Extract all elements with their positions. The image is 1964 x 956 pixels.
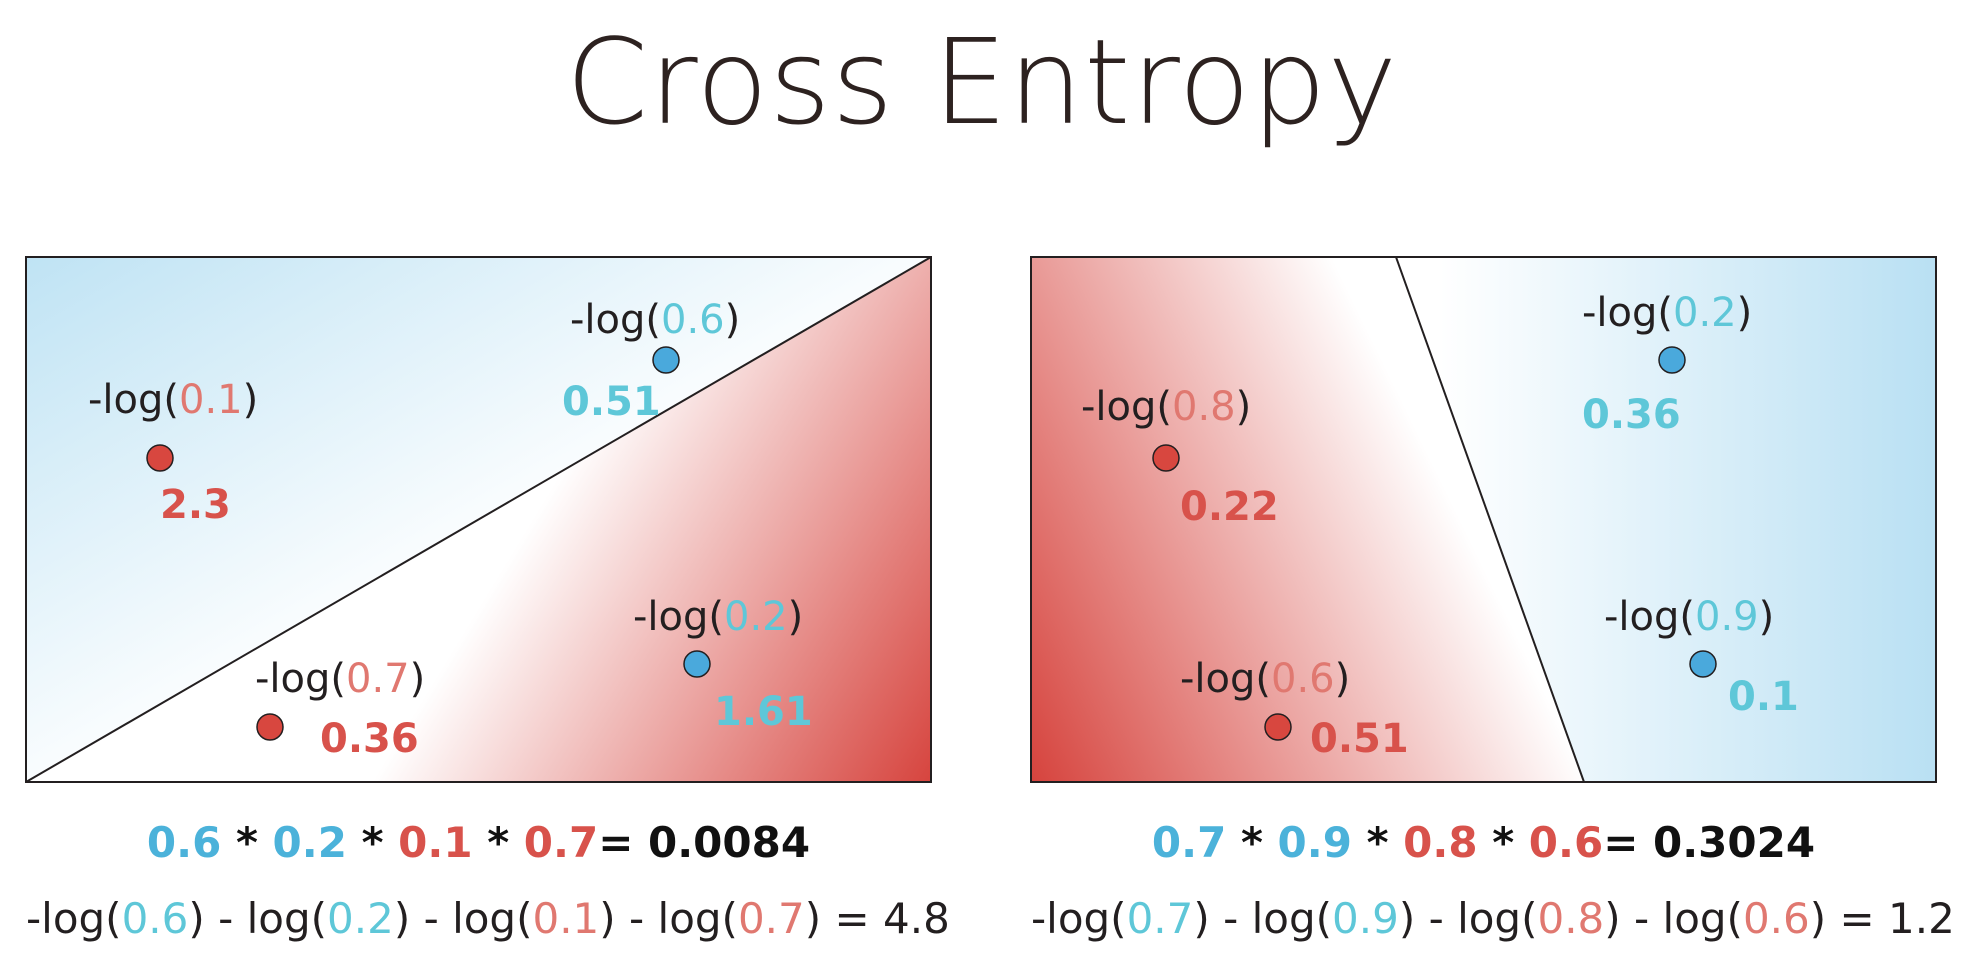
right-point-1-value: 0.22	[1180, 484, 1279, 530]
left-product-op-1: *	[235, 818, 258, 867]
right-red-point-2	[1264, 713, 1292, 741]
right-point-1-log-label: -log(0.8)	[1081, 384, 1251, 430]
right-product-factor-4: 0.6	[1528, 818, 1604, 867]
right-log-sum-result: = 1.2	[1839, 894, 1955, 943]
left-point-3-log-label: -log(0.7)	[255, 656, 425, 702]
left-point-1-log-label: -log(0.1)	[88, 377, 258, 423]
right-point-2-log-label: -log(0.2)	[1582, 290, 1752, 336]
left-point-4-log-label: -log(0.2)	[633, 594, 803, 640]
left-point-2-log-label: -log(0.6)	[570, 297, 740, 343]
right-log-term-3: 0.8	[1537, 894, 1605, 943]
left-decision-boundary	[25, 256, 932, 783]
right-blue-point-1	[1658, 346, 1686, 374]
left-panel-frame	[25, 256, 932, 783]
left-point-3-value: 0.36	[320, 716, 419, 762]
page-title: Cross Entropy	[565, 13, 1399, 151]
right-log-term-2: 0.9	[1332, 894, 1399, 943]
right-product-formula: 0.7 * 0.9 * 0.8 * 0.6= 0.3024	[1031, 818, 1936, 868]
right-product-factor-1: 0.7	[1151, 818, 1227, 867]
right-point-4-value: 0.1	[1728, 674, 1799, 720]
left-log-term-4: 0.7	[737, 894, 805, 943]
left-point-4-value: 1.61	[714, 689, 813, 735]
right-product-op-2: *	[1366, 818, 1389, 867]
right-log-sum-formula: -log(0.7) - log(0.9) - log(0.8) - log(0.…	[1031, 894, 1955, 943]
left-product-op-3: *	[487, 818, 510, 867]
left-panel: -log(0.1) 2.3 -log(0.6) 0.51 -log(0.7) 0…	[25, 256, 932, 783]
right-blue-point-2	[1689, 650, 1717, 678]
right-panel-frame	[1030, 256, 1937, 783]
left-product-factor-2: 0.2	[272, 818, 347, 867]
left-log-term-3: 0.1	[532, 894, 600, 943]
left-product-formula: 0.6 * 0.2 * 0.1 * 0.7= 0.0084	[26, 818, 931, 868]
right-blue-region	[1396, 257, 1936, 782]
left-point-2-value: 0.51	[562, 379, 661, 425]
left-product-factor-4: 0.7	[523, 818, 599, 867]
right-point-3-log-label: -log(0.6)	[1180, 656, 1350, 702]
left-red-point-1	[146, 444, 174, 472]
right-red-point-1	[1152, 444, 1180, 472]
right-product-op-3: *	[1492, 818, 1515, 867]
right-product-result: = 0.3024	[1603, 818, 1816, 867]
left-blue-point-2	[683, 650, 711, 678]
right-log-term-1: 0.7	[1126, 894, 1194, 943]
left-red-point-2	[256, 713, 284, 741]
right-log-term-4: 0.6	[1742, 894, 1810, 943]
left-log-term-2: 0.2	[327, 894, 394, 943]
left-log-term-1: 0.6	[121, 894, 189, 943]
right-point-4-log-label: -log(0.9)	[1604, 594, 1774, 640]
left-product-factor-3: 0.1	[398, 818, 473, 867]
left-log-sum-formula: -log(0.6) - log(0.2) - log(0.1) - log(0.…	[26, 894, 950, 943]
right-product-op-1: *	[1240, 818, 1263, 867]
left-product-factor-1: 0.6	[146, 818, 222, 867]
right-red-region	[1031, 257, 1584, 782]
right-point-2-value: 0.36	[1582, 392, 1681, 438]
left-point-1-value: 2.3	[160, 482, 231, 528]
right-panel: -log(0.8) 0.22 -log(0.2) 0.36 -log(0.6) …	[1030, 256, 1937, 783]
right-product-factor-2: 0.9	[1277, 818, 1352, 867]
left-product-result: = 0.0084	[598, 818, 811, 867]
right-point-3-value: 0.51	[1310, 716, 1409, 762]
right-product-factor-3: 0.8	[1403, 818, 1478, 867]
left-blue-point-1	[652, 346, 680, 374]
left-product-op-2: *	[361, 818, 384, 867]
left-log-sum-result: = 4.8	[834, 894, 950, 943]
right-decision-boundary	[1395, 256, 1585, 783]
